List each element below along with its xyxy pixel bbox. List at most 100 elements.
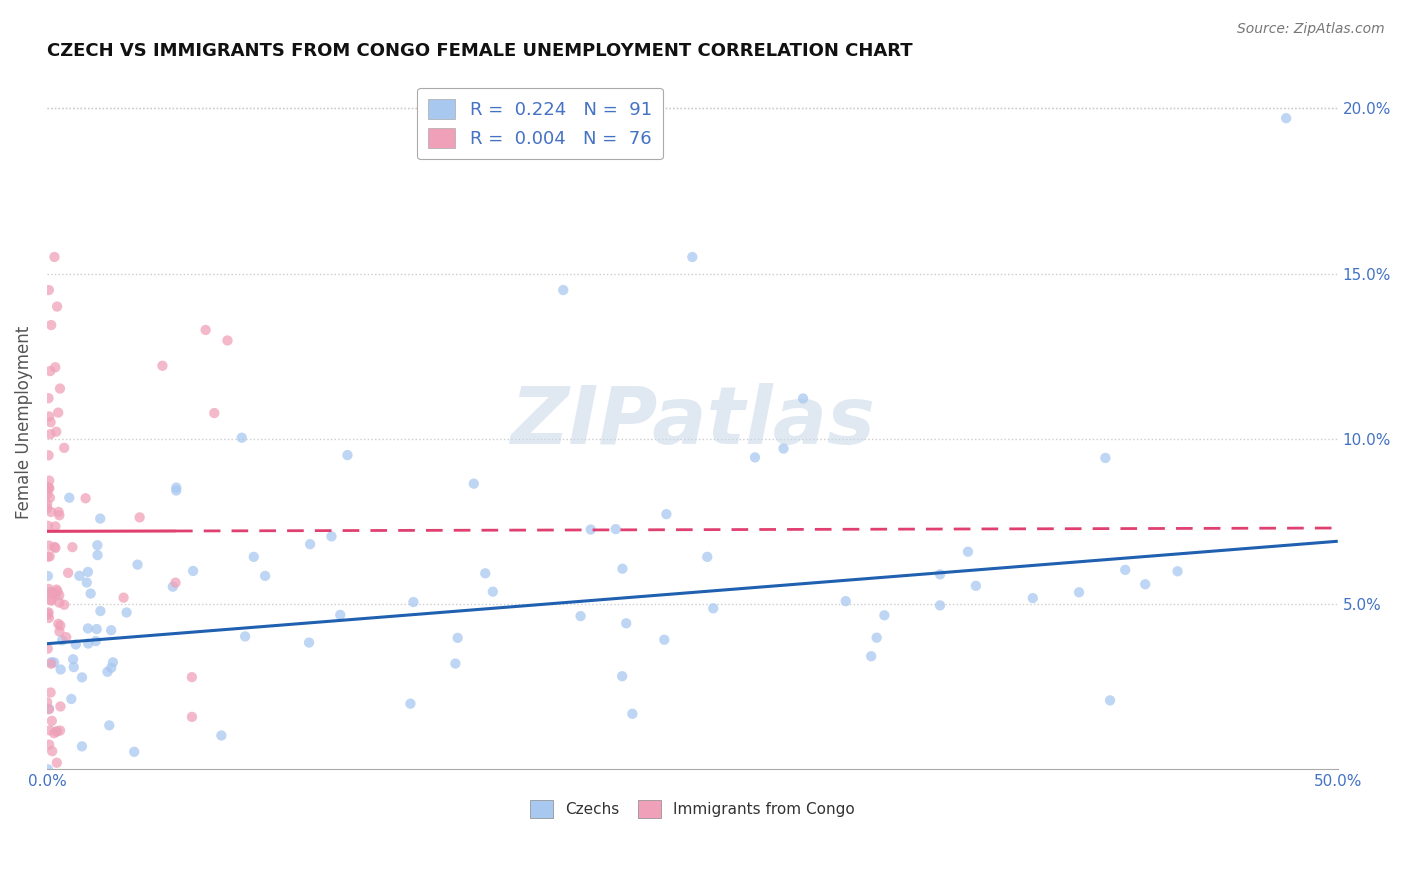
Point [98, 718, 121, 732]
Y-axis label: Female Unemployment: Female Unemployment [15, 326, 32, 519]
Point [39, 593, 62, 607]
Point [44, 360, 66, 375]
Point [321, 529, 343, 543]
Point [45, 582, 67, 597]
Point [112, 591, 135, 605]
Point [38, 723, 60, 738]
Point [37, 607, 59, 622]
Point [38, 606, 60, 620]
Point [165, 575, 187, 590]
Point [77, 622, 100, 636]
Point [792, 392, 814, 406]
Point [744, 450, 766, 465]
Point [299, 537, 322, 551]
Point [621, 706, 644, 721]
Point [65, 637, 87, 651]
Point [298, 635, 321, 649]
Point [231, 431, 253, 445]
Point [336, 448, 359, 462]
Point [101, 656, 124, 670]
Point [46, 584, 69, 599]
Point [37, 487, 59, 501]
Point [553, 283, 575, 297]
Point [77, 636, 100, 650]
Point [165, 483, 187, 498]
Point [60, 540, 83, 554]
Point [41, 714, 63, 728]
Text: CZECH VS IMMIGRANTS FROM CONGO FEMALE UNEMPLOYMENT CORRELATION CHART: CZECH VS IMMIGRANTS FROM CONGO FEMALE UN… [46, 42, 912, 60]
Legend: Czechs, Immigrants from Congo: Czechs, Immigrants from Congo [524, 794, 860, 824]
Point [35, 501, 58, 516]
Point [39, 491, 62, 505]
Point [39, 505, 62, 519]
Text: ZIPatlas: ZIPatlas [510, 384, 875, 461]
Point [38, 283, 60, 297]
Point [38, 481, 60, 495]
Point [202, 406, 225, 420]
Point [194, 323, 217, 337]
Point [38, 539, 60, 553]
Point [1094, 450, 1116, 465]
Point [70, 739, 93, 754]
Point [254, 569, 277, 583]
Point [39, 685, 62, 699]
Point [48, 588, 70, 602]
Point [60, 692, 83, 706]
Point [209, 729, 232, 743]
Point [655, 507, 678, 521]
Point [569, 609, 592, 624]
Point [37, 606, 59, 620]
Point [55, 630, 77, 644]
Point [49, 663, 72, 677]
Point [444, 657, 467, 671]
Point [46, 406, 69, 420]
Point [165, 481, 187, 495]
Point [56, 566, 79, 580]
Point [482, 584, 505, 599]
Point [929, 599, 952, 613]
Point [605, 522, 627, 536]
Point [38, 448, 60, 462]
Point [929, 567, 952, 582]
Point [38, 702, 60, 716]
Point [702, 601, 724, 615]
Point [67, 569, 90, 583]
Point [46, 300, 69, 314]
Point [399, 697, 422, 711]
Point [42, 586, 65, 600]
Point [37, 695, 59, 709]
Point [835, 594, 858, 608]
Point [48, 508, 70, 523]
Point [652, 632, 675, 647]
Point [122, 745, 145, 759]
Point [463, 476, 485, 491]
Point [38, 409, 60, 424]
Point [79, 586, 101, 600]
Point [217, 334, 239, 348]
Point [965, 579, 987, 593]
Point [89, 604, 111, 618]
Point [39, 318, 62, 332]
Point [612, 669, 634, 683]
Point [873, 608, 896, 623]
Point [44, 541, 66, 555]
Point [39, 657, 62, 671]
Point [38, 391, 60, 405]
Point [1067, 585, 1090, 599]
Point [39, 592, 62, 607]
Point [127, 558, 149, 572]
Point [45, 425, 67, 439]
Point [44, 540, 66, 554]
Point [579, 523, 602, 537]
Point [100, 624, 122, 638]
Point [1135, 577, 1157, 591]
Point [45, 724, 67, 739]
Point [62, 660, 84, 674]
Point [39, 585, 62, 599]
Point [39, 655, 62, 669]
Point [181, 564, 204, 578]
Point [1167, 564, 1189, 578]
Point [447, 631, 470, 645]
Point [180, 670, 202, 684]
Point [329, 607, 352, 622]
